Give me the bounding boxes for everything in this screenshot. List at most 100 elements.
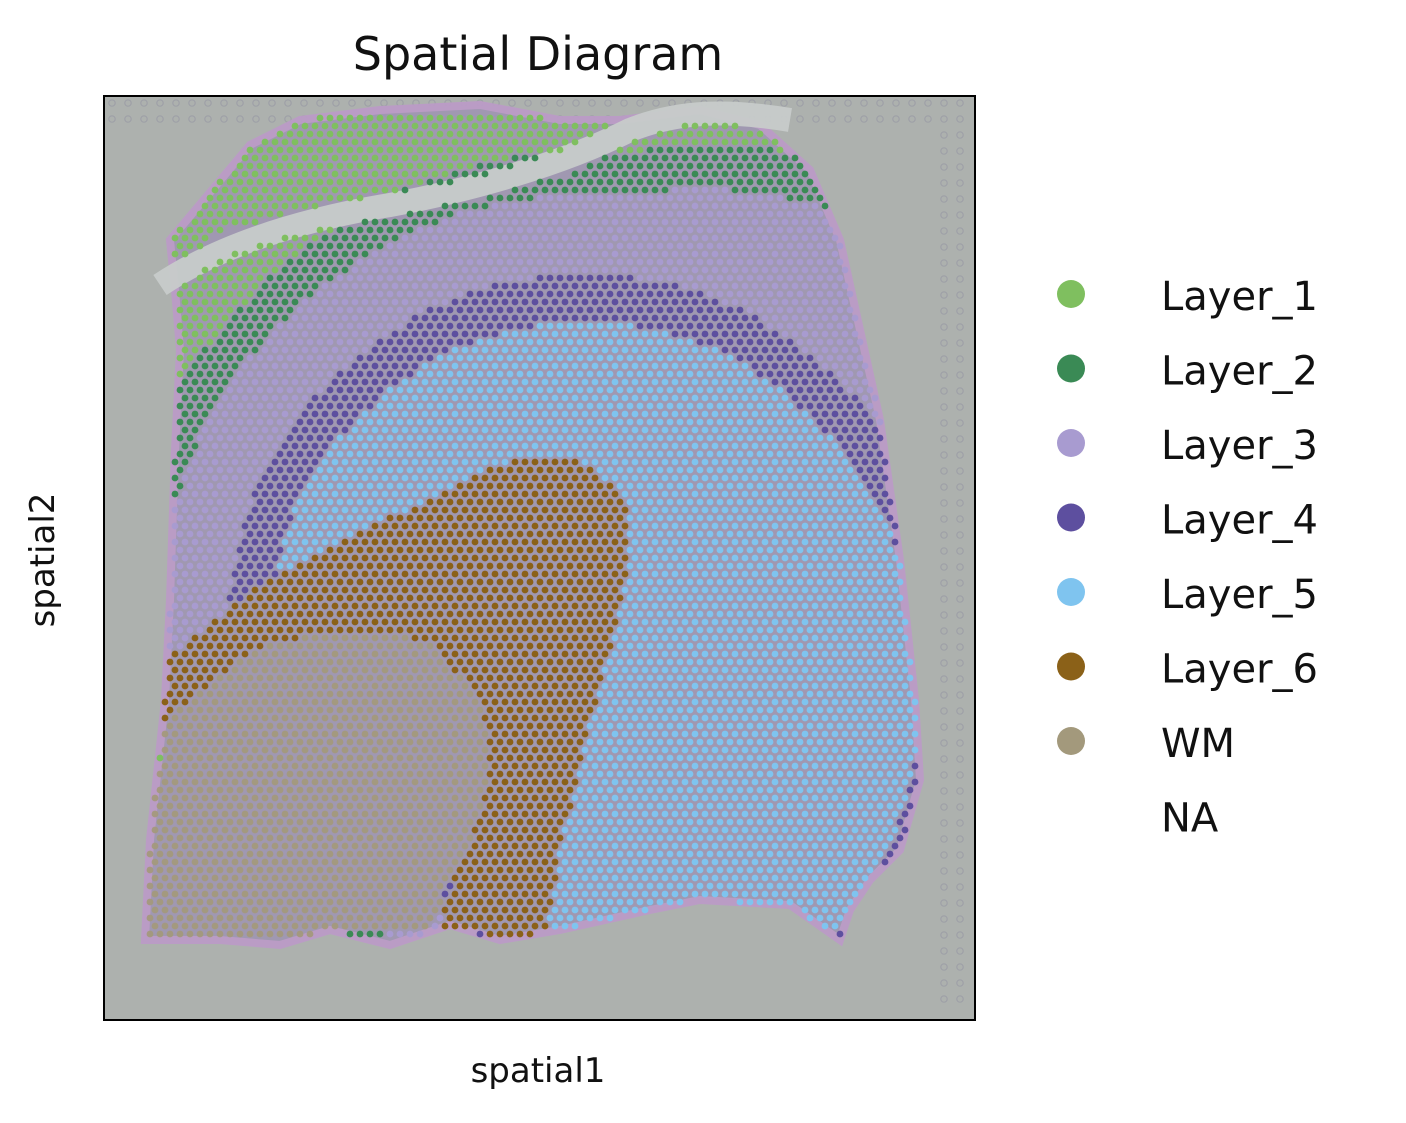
spot-layer-5 <box>611 410 619 418</box>
spot-layer-5 <box>731 362 739 370</box>
fiducial-spot <box>956 387 964 395</box>
spot-layer-3 <box>226 402 234 410</box>
fiducial-spot <box>940 995 948 1003</box>
spot-layer-6 <box>511 602 519 610</box>
spot-layer-3 <box>261 410 269 418</box>
spot-layer-5 <box>736 658 744 666</box>
fiducial-spot <box>956 835 964 843</box>
spot-layer-1 <box>256 242 264 250</box>
spot-layer-6 <box>476 690 484 698</box>
spot-layer-5 <box>531 426 539 434</box>
spot-layer-5 <box>756 434 764 442</box>
spot-layer-5 <box>501 362 509 370</box>
spot-layer-3 <box>671 218 679 226</box>
spot-layer-6 <box>331 554 339 562</box>
spot-layer-5 <box>731 586 739 594</box>
spot-layer-5 <box>801 618 809 626</box>
spot-layer-1 <box>176 354 184 362</box>
spot-layer-5 <box>646 578 654 586</box>
spot-layer-5 <box>711 538 719 546</box>
spot-layer-4 <box>771 330 779 338</box>
spot-layer-6 <box>486 594 494 602</box>
spot-layer-3 <box>361 330 369 338</box>
spot-layer-6 <box>206 674 214 682</box>
spot-layer-5 <box>821 570 829 578</box>
spot-layer-5 <box>651 394 659 402</box>
spot-layer-6 <box>576 626 584 634</box>
spot-layer-5 <box>601 474 609 482</box>
slide-grid <box>108 99 964 1003</box>
spot-layer-3 <box>756 226 764 234</box>
spot-wm <box>321 666 329 674</box>
spot-layer-5 <box>401 474 409 482</box>
spot-layer-4 <box>766 370 774 378</box>
spot-layer-6 <box>436 626 444 634</box>
fiducial-spot <box>956 515 964 523</box>
spot-layer-2 <box>521 186 529 194</box>
spot-layer-5 <box>846 466 854 474</box>
spot-layer-5 <box>631 586 639 594</box>
spot-layer-3 <box>186 482 194 490</box>
spot-layer-5 <box>801 410 809 418</box>
spot-layer-6 <box>506 482 514 490</box>
fiducial-spot <box>956 707 964 715</box>
spot-layer-3 <box>726 226 734 234</box>
spot-layer-3 <box>166 626 174 634</box>
fiducial-spot <box>940 739 948 747</box>
spot-layer-5 <box>631 394 639 402</box>
spot-layer-1 <box>191 330 199 338</box>
spot-layer-5 <box>626 482 634 490</box>
spot-layer-6 <box>311 586 319 594</box>
spot-layer-4 <box>511 298 519 306</box>
spot-layer-5 <box>681 378 689 386</box>
spot-layer-3 <box>416 306 424 314</box>
spot-layer-3 <box>616 226 624 234</box>
spot-layer-2 <box>341 234 349 242</box>
spot-layer-6 <box>531 618 539 626</box>
spot-layer-5 <box>656 402 664 410</box>
spot-layer-3 <box>811 266 819 274</box>
spot-layer-5 <box>701 682 709 690</box>
spot-layer-6 <box>541 618 549 626</box>
spot-layer-2 <box>586 162 594 170</box>
spot-wm <box>341 650 349 658</box>
spot-layer-5 <box>651 554 659 562</box>
spot-layer-5 <box>826 578 834 586</box>
spot-layer-5 <box>541 426 549 434</box>
spot-layer-6 <box>596 594 604 602</box>
spot-layer-1 <box>231 186 239 194</box>
spot-layer-6 <box>456 658 464 666</box>
spot-layer-5 <box>546 338 554 346</box>
spot-layer-5 <box>551 362 559 370</box>
spot-layer-5 <box>806 658 814 666</box>
spot-layer-3 <box>676 226 684 234</box>
spot-layer-1 <box>391 138 399 146</box>
spot-layer-5 <box>621 586 629 594</box>
spot-layer-5 <box>766 626 774 634</box>
spot-layer-3 <box>806 274 814 282</box>
spot-layer-2 <box>481 202 489 210</box>
spot-layer-3 <box>836 242 844 250</box>
spot-layer-5 <box>871 618 879 626</box>
spot-layer-2 <box>616 178 624 186</box>
spot-layer-3 <box>256 402 264 410</box>
spot-layer-6 <box>356 546 364 554</box>
spot-layer-1 <box>216 290 224 298</box>
spot-wm <box>256 658 264 666</box>
spot-wm <box>301 634 309 642</box>
spot-layer-5 <box>656 562 664 570</box>
spot-layer-4 <box>831 410 839 418</box>
spot-layer-4 <box>271 522 279 530</box>
spot-layer-2 <box>341 266 349 274</box>
spot-layer-6 <box>191 634 199 642</box>
spot-layer-3 <box>386 306 394 314</box>
spot-layer-6 <box>436 498 444 506</box>
spot-layer-4 <box>251 490 259 498</box>
spot-layer-3 <box>666 242 674 250</box>
spot-layer-4 <box>316 434 324 442</box>
spot-layer-6 <box>471 522 479 530</box>
spot-layer-1 <box>691 138 699 146</box>
spot-layer-5 <box>576 338 584 346</box>
spot-layer-6 <box>286 610 294 618</box>
fiducial-spot <box>940 419 948 427</box>
